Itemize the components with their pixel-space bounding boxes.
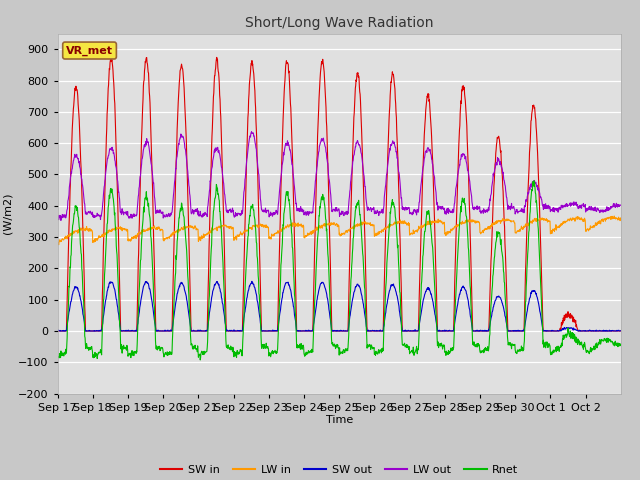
Legend: SW in, LW in, SW out, LW out, Rnet: SW in, LW in, SW out, LW out, Rnet [156,460,523,479]
Title: Short/Long Wave Radiation: Short/Long Wave Radiation [245,16,433,30]
Text: VR_met: VR_met [66,46,113,56]
X-axis label: Time: Time [326,415,353,425]
Y-axis label: (W/m2): (W/m2) [3,193,13,234]
